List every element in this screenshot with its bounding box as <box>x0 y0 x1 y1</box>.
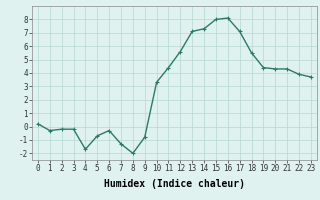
X-axis label: Humidex (Indice chaleur): Humidex (Indice chaleur) <box>104 179 245 189</box>
